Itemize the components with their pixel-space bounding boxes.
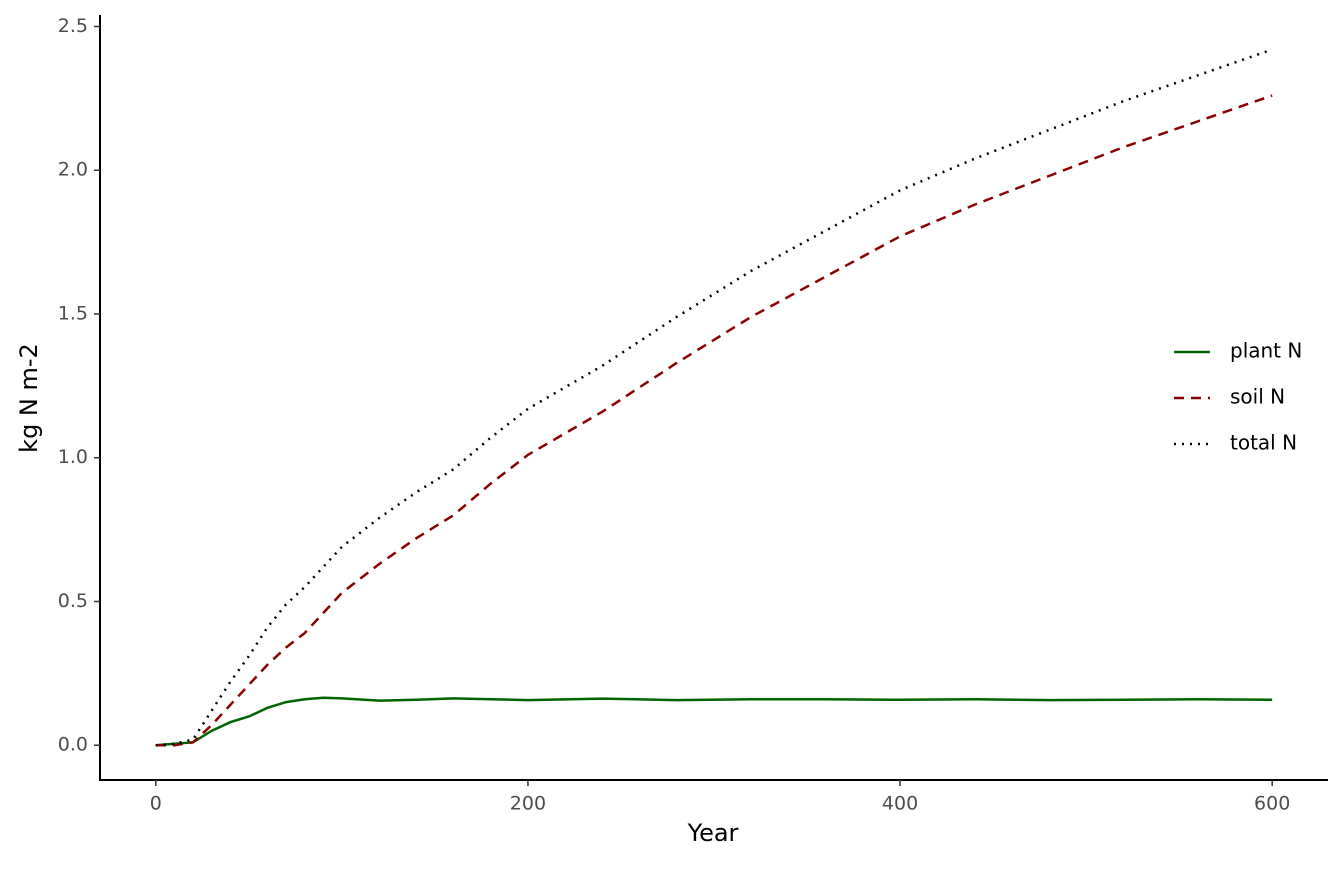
legend-label: total N bbox=[1230, 431, 1297, 455]
legend-label: plant N bbox=[1230, 339, 1302, 363]
data-line bbox=[155, 48, 1273, 747]
y-axis-title: kg N m-2 bbox=[15, 343, 43, 453]
data-line bbox=[155, 696, 1273, 747]
legend-label: soil N bbox=[1230, 385, 1285, 409]
data-line bbox=[155, 94, 1273, 747]
y-tick-label: 1.5 bbox=[58, 302, 88, 324]
x-tick-label: 600 bbox=[1254, 793, 1290, 815]
x-axis-title: Year bbox=[687, 819, 739, 847]
x-tick-label: 400 bbox=[882, 793, 918, 815]
y-tick-label: 0.5 bbox=[58, 590, 88, 612]
y-tick-label: 1.0 bbox=[58, 446, 88, 468]
y-tick-label: 0.0 bbox=[58, 734, 88, 756]
y-tick-label: 2.0 bbox=[58, 159, 88, 181]
x-tick-label: 200 bbox=[510, 793, 546, 815]
y-tick-label: 2.5 bbox=[58, 15, 88, 37]
x-tick-label: 0 bbox=[150, 793, 162, 815]
